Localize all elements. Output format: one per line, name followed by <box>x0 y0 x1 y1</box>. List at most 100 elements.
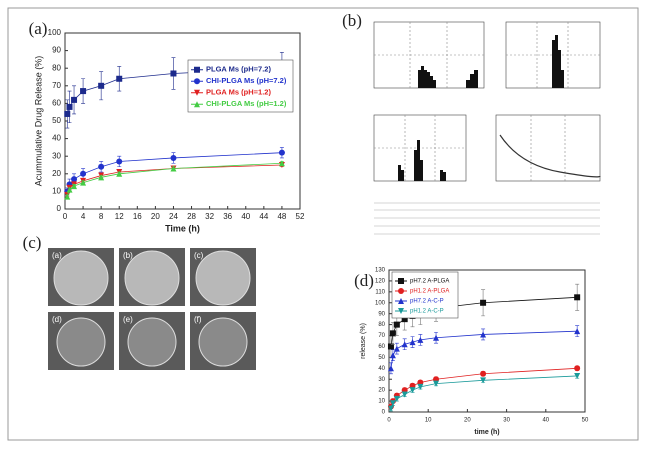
sem-particle <box>56 317 106 367</box>
marker <box>387 343 394 350</box>
sem-particle <box>124 250 180 306</box>
marker <box>393 345 400 352</box>
y-tick-label: 10 <box>52 187 61 196</box>
series <box>387 325 581 375</box>
marker <box>170 70 177 77</box>
marker <box>194 78 200 85</box>
sem-particle <box>127 317 177 367</box>
marker <box>66 103 73 110</box>
marker <box>409 387 416 394</box>
marker <box>64 193 71 200</box>
y-tick-label: 40 <box>378 366 385 372</box>
x-tick-label: 0 <box>387 418 391 424</box>
marker <box>574 294 581 301</box>
y-tick-label: 20 <box>52 169 61 178</box>
legend-label: CHI-PLGA Ms (pH=7.2) <box>206 76 287 85</box>
sem-particle <box>198 317 248 367</box>
x-tick-label: 48 <box>277 212 286 221</box>
marker <box>80 88 87 95</box>
marker <box>116 170 123 177</box>
x-tick-label: 32 <box>205 212 214 221</box>
marker <box>194 89 200 96</box>
marker <box>433 380 440 387</box>
y-tick-label: 90 <box>378 311 385 317</box>
y-axis-label: release (%) <box>360 323 367 359</box>
y-tick-label: 90 <box>52 46 61 55</box>
marker <box>98 174 105 181</box>
x-tick-label: 40 <box>241 212 250 221</box>
legend-label: pH7.2 A-PLGA <box>410 279 449 285</box>
y-tick-label: 100 <box>48 28 62 37</box>
sem-label: (e) <box>123 315 133 324</box>
sem-label: (d) <box>52 315 62 324</box>
panel-label: (a) <box>29 19 48 38</box>
marker <box>433 334 440 341</box>
y-tick-label: 50 <box>378 355 385 361</box>
marker <box>401 341 408 348</box>
marker <box>574 372 581 379</box>
sem-label: (b) <box>123 251 133 260</box>
y-tick-label: 100 <box>375 300 386 306</box>
marker <box>398 278 404 284</box>
y-tick-label: 110 <box>375 289 385 295</box>
y-tick-label: 0 <box>57 204 62 213</box>
y-tick-label: 70 <box>378 333 385 339</box>
marker <box>278 149 285 156</box>
legend-label: PLGA Ms (pH=7.2) <box>206 65 271 74</box>
marker <box>480 331 487 338</box>
marker <box>401 391 408 398</box>
marker <box>389 400 396 407</box>
series <box>387 372 581 412</box>
legend-label: pH1.2 A-PLGA <box>410 289 449 295</box>
panel-label: (d) <box>354 271 374 290</box>
marker <box>480 299 487 306</box>
marker <box>398 288 404 294</box>
marker <box>80 170 87 177</box>
series <box>64 160 285 200</box>
marker <box>194 66 200 73</box>
marker <box>401 316 408 323</box>
marker <box>194 101 200 108</box>
y-tick-label: 120 <box>375 279 386 285</box>
marker <box>98 163 105 170</box>
marker <box>278 160 285 167</box>
x-tick-label: 16 <box>133 212 142 221</box>
marker <box>80 179 87 186</box>
marker <box>393 395 400 402</box>
x-tick-label: 10 <box>425 418 432 424</box>
x-tick-label: 36 <box>223 212 232 221</box>
marker <box>66 186 73 193</box>
frame <box>7 7 639 441</box>
panel-label: (c) <box>23 233 42 252</box>
x-tick-label: 12 <box>115 212 124 221</box>
marker <box>71 176 78 183</box>
y-tick-label: 80 <box>378 322 385 328</box>
marker <box>574 365 581 372</box>
y-tick-label: 0 <box>382 410 386 416</box>
x-tick-label: 24 <box>169 212 178 221</box>
y-tick-label: 70 <box>52 81 61 90</box>
y-tick-label: 20 <box>378 388 385 394</box>
y-tick-label: 40 <box>52 134 61 143</box>
marker <box>116 158 123 165</box>
marker <box>98 82 105 89</box>
y-tick-label: 60 <box>378 344 385 350</box>
y-tick-label: 10 <box>378 399 385 405</box>
x-tick-label: 20 <box>151 212 160 221</box>
sem-label: (a) <box>52 251 62 260</box>
marker <box>389 330 396 337</box>
y-tick-label: 30 <box>52 151 61 160</box>
y-tick-label: 60 <box>52 99 61 108</box>
legend-label: pH7.2 A-C-P <box>410 299 444 305</box>
y-tick-label: 50 <box>52 116 61 125</box>
marker <box>389 352 396 359</box>
legend-box <box>187 59 294 113</box>
marker <box>480 370 487 377</box>
y-tick-label: 30 <box>378 377 385 383</box>
marker <box>417 383 424 390</box>
x-tick-label: 50 <box>582 418 589 424</box>
y-tick-label: 80 <box>52 63 61 72</box>
x-tick-label: 4 <box>81 212 86 221</box>
marker <box>398 308 404 314</box>
